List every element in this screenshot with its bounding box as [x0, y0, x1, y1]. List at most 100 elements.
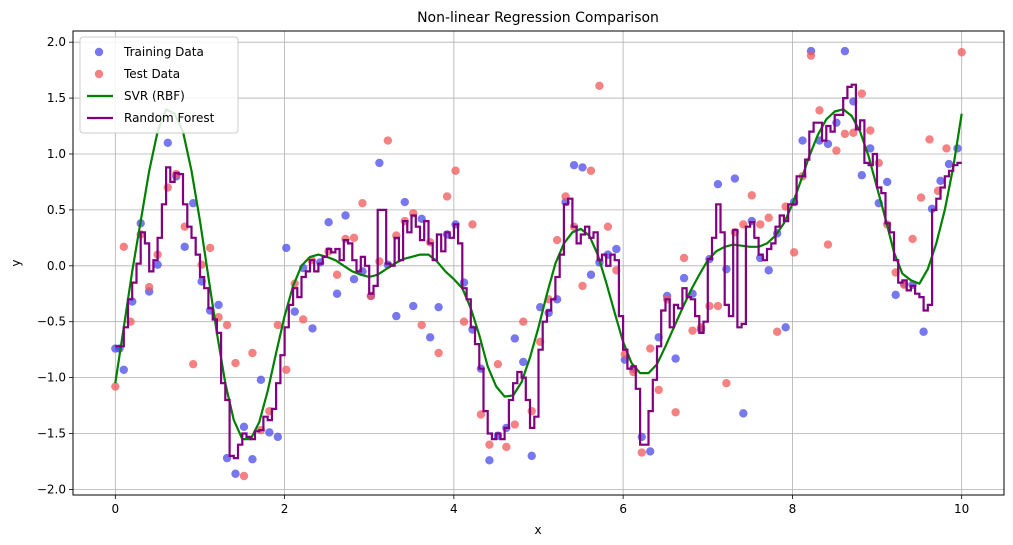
data-point: [434, 348, 443, 358]
data-point: [781, 323, 790, 332]
data-point: [908, 234, 917, 244]
data-point: [866, 144, 875, 153]
data-point: [806, 51, 816, 60]
data-point: [231, 469, 240, 478]
data-point: [916, 193, 926, 202]
data-point: [273, 432, 283, 442]
data-point: [144, 282, 154, 292]
data-point: [654, 385, 663, 395]
data-point: [849, 128, 858, 137]
data-point: [111, 382, 120, 391]
data-point: [256, 375, 266, 385]
plot-frame: [72, 30, 1005, 496]
grid: [73, 31, 1004, 495]
legend-label: Random Forest: [124, 111, 215, 125]
data-point: [527, 451, 536, 461]
data-point: [527, 406, 536, 416]
legend-label: Training Data: [123, 45, 204, 59]
data-point: [332, 289, 342, 298]
data-point: [248, 455, 257, 464]
data-point: [578, 281, 587, 291]
data-point: [891, 290, 900, 300]
data-point: [857, 171, 867, 180]
data-point: [197, 260, 206, 269]
legend-marker: [94, 69, 104, 79]
legend-box: [79, 36, 239, 134]
data-point: [857, 89, 867, 98]
data-point: [451, 166, 460, 175]
x-tick-label: 2: [281, 502, 289, 516]
data-point: [722, 264, 731, 274]
chart-title: Non-linear Regression Comparison: [417, 10, 659, 26]
data-point: [485, 456, 494, 465]
legend-label: SVR (RBF): [124, 89, 185, 103]
data-point: [265, 428, 274, 437]
data-point: [586, 166, 596, 175]
data-point: [823, 240, 833, 249]
data-point: [798, 136, 807, 145]
data-point: [442, 192, 452, 201]
data-point: [375, 257, 384, 266]
data-point: [282, 243, 291, 253]
data-point: [273, 320, 283, 330]
data-point: [713, 301, 723, 311]
x-tick-label: 0: [111, 502, 119, 516]
data-point: [936, 176, 945, 186]
data-point: [409, 301, 418, 311]
data-point: [823, 139, 833, 149]
data-point: [222, 320, 232, 330]
data-point: [747, 191, 756, 200]
data-point: [646, 447, 655, 456]
data-point: [434, 302, 443, 312]
data-point: [425, 333, 435, 342]
plot-area: [111, 46, 966, 481]
data-point: [510, 334, 520, 343]
data-point: [188, 359, 198, 369]
data-point: [468, 220, 477, 229]
data-point: [205, 243, 215, 253]
x-tick-label: 8: [789, 502, 797, 516]
data-point: [756, 220, 765, 229]
data-point: [163, 183, 172, 192]
data-point: [832, 118, 841, 127]
data-point: [510, 420, 520, 429]
x-tick-label: 4: [450, 502, 458, 516]
data-point: [153, 260, 162, 269]
y-axis-label: y: [9, 259, 23, 266]
y-tick-label: −1.5: [37, 427, 66, 441]
data-point: [713, 179, 723, 189]
data-point: [341, 211, 350, 220]
data-point: [502, 442, 511, 452]
data-point: [637, 448, 646, 457]
data-point: [688, 326, 697, 335]
data-point: [239, 471, 249, 481]
data-point: [679, 273, 689, 283]
data-point: [119, 242, 128, 251]
data-point: [417, 320, 426, 330]
data-point: [832, 146, 841, 155]
y-tick-label: 0.0: [47, 259, 66, 273]
y-tick-label: 1.0: [47, 147, 66, 161]
data-point: [637, 432, 646, 442]
data-point: [308, 324, 317, 333]
data-point: [595, 81, 604, 90]
x-axis-label: x: [534, 523, 541, 537]
data-point: [248, 348, 257, 358]
data-point: [815, 106, 824, 115]
data-point: [519, 317, 528, 326]
data-point: [612, 244, 621, 254]
data-point: [459, 317, 469, 326]
legend-marker: [94, 47, 104, 57]
data-point: [925, 135, 934, 144]
data-point: [299, 315, 308, 324]
data-point: [231, 358, 240, 368]
data-point: [332, 270, 342, 279]
data-point: [375, 158, 384, 168]
data-point: [730, 174, 740, 183]
data-point: [705, 301, 714, 311]
data-point: [358, 198, 367, 208]
data-point: [476, 410, 486, 419]
y-tick-label: 0.5: [47, 203, 66, 217]
data-point: [944, 159, 954, 169]
